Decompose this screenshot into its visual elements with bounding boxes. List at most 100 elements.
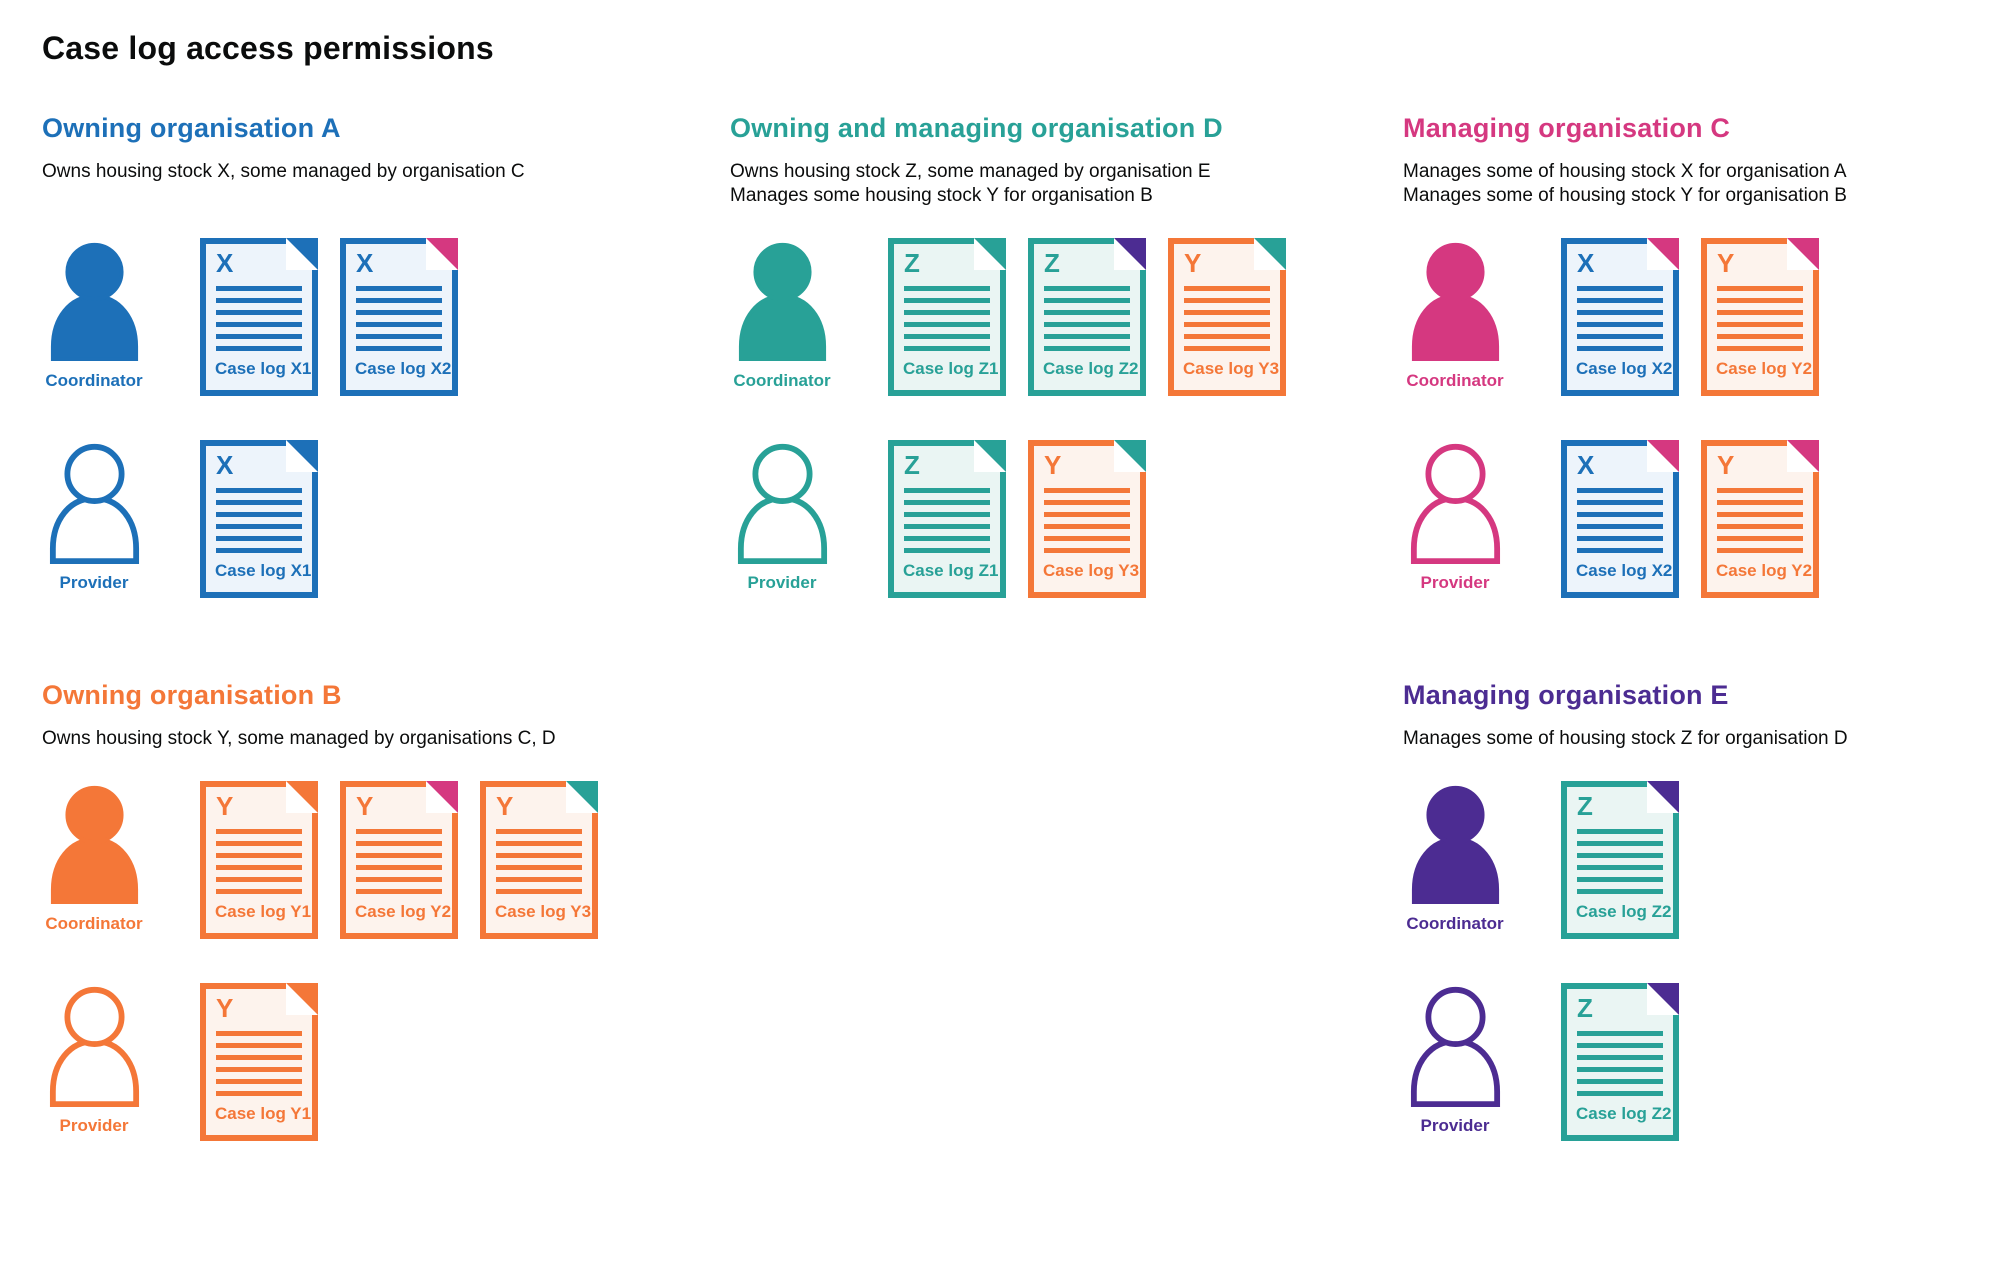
provider: Provider <box>1403 983 1507 1136</box>
provider-row: Provider Z Case log Z1 Y <box>730 440 1403 598</box>
provider-row: Provider Z Case log Z2 <box>1403 983 2000 1141</box>
case-log-document: X Case log X2 <box>1561 440 1679 598</box>
description-line: Owns housing stock Y, some managed by or… <box>42 728 556 749</box>
documents: Z Case log Z1 Z Case log Z2 <box>888 238 1286 396</box>
document-letter: X <box>1577 248 1595 278</box>
document-label: Case log Y3 <box>1043 561 1140 580</box>
documents: X Case log X2 Y Case log Y2 <box>1561 440 1819 598</box>
section-description: Manages some of housing stock Z for orga… <box>1403 727 2000 751</box>
coordinator-icon <box>738 242 826 362</box>
coordinator-row: Coordinator X Case log X1 X <box>42 238 730 396</box>
document-lines <box>904 286 990 351</box>
role-label: Provider <box>59 1116 129 1135</box>
role-label: Provider <box>1420 573 1490 592</box>
provider-icon <box>737 443 827 564</box>
document-lines <box>1577 829 1663 894</box>
provider-icon <box>49 986 139 1107</box>
provider: Provider <box>1403 440 1507 593</box>
section-title: Managing organisation E <box>1403 680 1729 710</box>
permission-rows: Coordinator Z Case log Z1 Z <box>730 238 1403 598</box>
section-title: Managing organisation C <box>1403 113 1731 143</box>
case-log-document: X Case log X1 <box>200 238 318 396</box>
document-lines <box>1577 488 1663 553</box>
permission-rows: Coordinator Z Case log Z2 <box>1403 781 2000 1141</box>
document-label: Case log Z2 <box>1043 359 1139 378</box>
document-letter: Y <box>216 993 234 1023</box>
document-letter: Y <box>356 791 374 821</box>
case-log-document: Y Case log Y3 <box>1168 238 1286 396</box>
document-letter: Z <box>1577 993 1593 1023</box>
document-letter: Z <box>904 450 920 480</box>
role-label: Coordinator <box>1406 914 1504 933</box>
document-label: Case log X2 <box>355 359 452 378</box>
description-line: Owns housing stock X, some managed by or… <box>42 161 525 182</box>
document-label: Case log Z2 <box>1576 902 1672 921</box>
provider: Provider <box>42 983 146 1136</box>
document-lines <box>356 286 442 351</box>
provider-row: Provider X Case log X1 <box>42 440 730 598</box>
provider-row: Provider X Case log X2 Y <box>1403 440 2000 598</box>
case-log-document: Y Case log Y2 <box>340 781 458 939</box>
document-label: Case log Y3 <box>495 902 592 921</box>
permission-rows: Coordinator Y Case log Y1 Y <box>42 781 730 1141</box>
diagram-page: Case log access permissions Owning organ… <box>42 30 2000 1141</box>
section-title: Owning and managing organisation D <box>730 113 1223 143</box>
document-lines <box>1717 488 1803 553</box>
documents: Z Case log Z1 Y Case log Y3 <box>888 440 1146 598</box>
document-lines <box>216 829 302 894</box>
case-log-document: Z Case log Z2 <box>1028 238 1146 396</box>
role-label: Provider <box>59 573 129 592</box>
document-lines <box>1577 1031 1663 1096</box>
document-label: Case log Y2 <box>355 902 452 921</box>
case-log-document: Z Case log Z2 <box>1561 983 1679 1141</box>
document-label: Case log Z1 <box>903 561 999 580</box>
role-label: Provider <box>747 573 817 592</box>
coordinator-icon <box>50 785 138 905</box>
document-lines <box>1044 488 1130 553</box>
case-log-document: Z Case log Z2 <box>1561 781 1679 939</box>
case-log-document: Y Case log Y1 <box>200 781 318 939</box>
document-letter: Z <box>1577 791 1593 821</box>
coordinator: Coordinator <box>42 238 146 391</box>
case-log-document: X Case log X2 <box>340 238 458 396</box>
document-letter: X <box>216 248 234 278</box>
coordinator: Coordinator <box>730 238 834 391</box>
documents: Z Case log Z2 <box>1561 983 1679 1141</box>
documents: Z Case log Z2 <box>1561 781 1679 939</box>
case-log-document: Y Case log Y3 <box>480 781 598 939</box>
document-letter: Z <box>904 248 920 278</box>
document-label: Case log X1 <box>215 561 312 580</box>
description-line: Manages some housing stock Y for organis… <box>730 185 1153 206</box>
document-lines <box>216 1031 302 1096</box>
provider: Provider <box>730 440 834 593</box>
document-label: Case log Y1 <box>215 1104 312 1123</box>
provider-icon <box>49 443 139 564</box>
section-owning-and-managing-organisation-d: Owning and managing organisation D Owns … <box>730 113 1403 598</box>
document-letter: X <box>356 248 374 278</box>
case-log-document: Z Case log Z1 <box>888 238 1006 396</box>
coordinator-icon <box>1411 785 1499 905</box>
coordinator-icon <box>50 242 138 362</box>
section-title: Owning organisation B <box>42 680 342 710</box>
document-letter: Y <box>1044 450 1062 480</box>
case-log-document: Y Case log Y1 <box>200 983 318 1141</box>
document-lines <box>1717 286 1803 351</box>
coordinator-row: Coordinator Z Case log Z1 Z <box>730 238 1403 396</box>
document-label: Case log Y3 <box>1183 359 1280 378</box>
permission-rows: Coordinator X Case log X1 X <box>42 238 730 598</box>
section-description: Owns housing stock Y, some managed by or… <box>42 727 730 751</box>
document-letter: X <box>1577 450 1595 480</box>
coordinator: Coordinator <box>1403 238 1507 391</box>
coordinator-row: Coordinator X Case log X2 Y <box>1403 238 2000 396</box>
document-label: Case log Z2 <box>1576 1104 1672 1123</box>
document-letter: Z <box>1044 248 1060 278</box>
document-letter: Y <box>1184 248 1202 278</box>
coordinator-icon <box>1411 242 1499 362</box>
document-label: Case log X2 <box>1576 561 1673 580</box>
section-description: Owns housing stock Z, some managed by or… <box>730 160 1403 208</box>
case-log-document: Y Case log Y3 <box>1028 440 1146 598</box>
coordinator: Coordinator <box>1403 781 1507 934</box>
document-lines <box>496 829 582 894</box>
section-owning-organisation-b: Owning organisation B Owns housing stock… <box>42 680 730 1141</box>
role-label: Provider <box>1420 1116 1490 1135</box>
